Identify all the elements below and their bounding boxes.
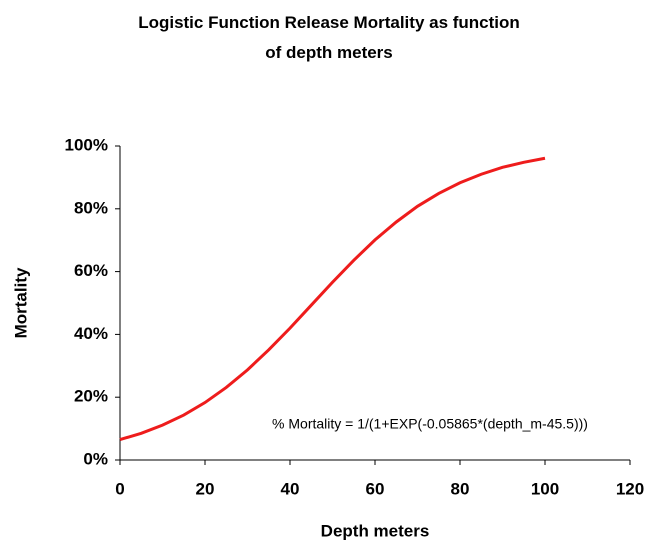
chart-title: Logistic Function Release Mortality as f… (138, 13, 520, 62)
x-tick-label: 40 (281, 479, 300, 498)
x-axis-label: Depth meters (321, 521, 430, 540)
x-tick-label: 0 (115, 479, 124, 498)
x-tick-label: 80 (451, 479, 470, 498)
x-tick-label: 60 (366, 479, 385, 498)
y-tick-label: 100% (65, 135, 108, 154)
x-tick-label: 100 (531, 479, 559, 498)
x-tick-label: 20 (196, 479, 215, 498)
y-axis-label: Mortality (11, 267, 30, 338)
y-tick-label: 40% (74, 324, 108, 343)
y-tick-label: 80% (74, 198, 108, 217)
annotation: % Mortality = 1/(1+EXP(-0.05865*(depth_m… (272, 416, 588, 432)
y-tick-label: 60% (74, 261, 108, 280)
y-tick-label: 0% (83, 449, 108, 468)
line-series (119, 156, 546, 442)
y-tick-label: 20% (74, 387, 108, 406)
x-tick-label: 120 (616, 479, 644, 498)
